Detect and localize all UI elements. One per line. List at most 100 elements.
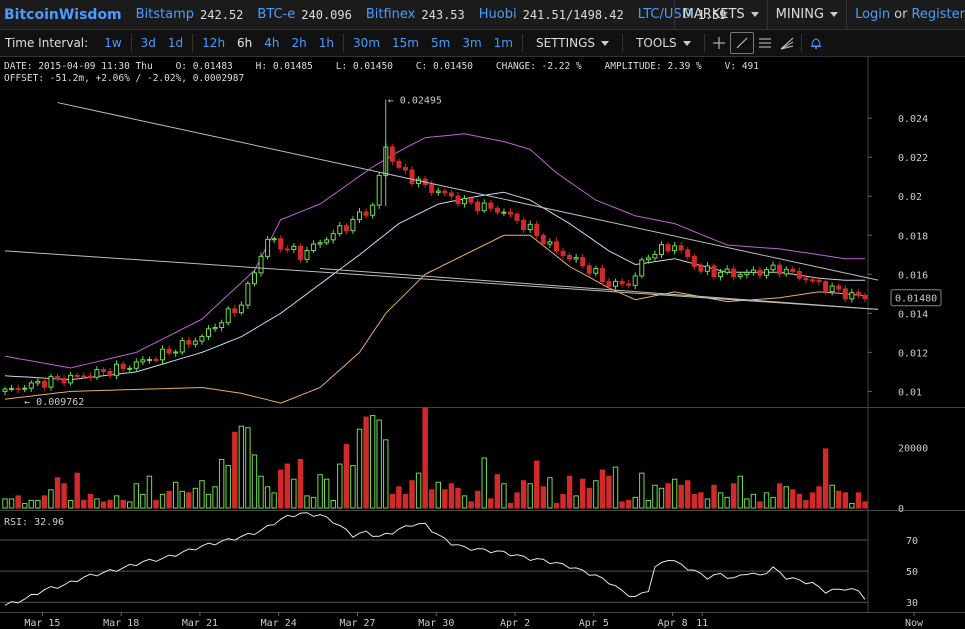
candle-up: [632, 275, 638, 286]
fib-lines-icon[interactable]: [754, 33, 776, 53]
settings-menu[interactable]: SETTINGS: [526, 36, 619, 50]
volume-bar: [218, 459, 225, 509]
interval-12h[interactable]: 12h: [202, 36, 226, 50]
or-text: or: [894, 7, 908, 22]
line-draw-icon[interactable]: [729, 32, 754, 54]
candle-down: [61, 378, 67, 384]
volume-bar: [750, 493, 757, 509]
candle-down: [521, 219, 527, 231]
candle-up: [225, 308, 231, 324]
price-tick-label: 0.012: [898, 348, 928, 359]
interval-15m[interactable]: 15m: [392, 36, 419, 50]
candle-down: [757, 269, 763, 276]
volume-bar: [396, 486, 402, 509]
x-tick-label: Mar 27: [339, 618, 375, 629]
candle-up: [330, 233, 336, 241]
interval-1w[interactable]: 1w: [104, 36, 122, 50]
volume-bar: [429, 489, 435, 509]
mining-menu[interactable]: MINING: [766, 0, 846, 29]
trendline: [57, 102, 879, 281]
candle-down: [402, 166, 408, 171]
volume-bar: [671, 478, 678, 509]
interval-5m[interactable]: 5m: [430, 36, 451, 50]
mining-menu-label: MINING: [775, 7, 825, 22]
interval-30m[interactable]: 30m: [353, 36, 381, 50]
candle-up: [199, 335, 205, 342]
volume-bar: [645, 499, 652, 509]
volume-bar: [855, 492, 862, 509]
interval-2h[interactable]: 2h: [291, 36, 307, 50]
market-name[interactable]: BTC-e: [257, 7, 296, 22]
interval-4h[interactable]: 4h: [264, 36, 280, 50]
candle-up: [68, 374, 74, 384]
volume-bar: [737, 475, 743, 509]
candle-up: [127, 367, 133, 370]
candle-up: [350, 218, 356, 232]
candle-down: [100, 369, 106, 372]
market-bitstamp[interactable]: Bitstamp 242.52: [136, 7, 244, 22]
candle-up: [462, 198, 468, 205]
candle-up: [245, 283, 251, 306]
volume-bar: [251, 454, 258, 509]
volume-bar: [133, 483, 139, 509]
market-name[interactable]: Bitfinex: [365, 7, 416, 22]
market-bitfinex[interactable]: Bitfinex 243.53: [366, 7, 465, 22]
candle-down: [494, 207, 500, 213]
market-price: 242.52: [200, 7, 244, 22]
market-name[interactable]: Huobi: [478, 7, 517, 22]
candle-down: [698, 265, 704, 272]
volume-bar: [343, 443, 350, 509]
volume-bar: [520, 480, 527, 509]
tools-menu[interactable]: TOOLS: [626, 36, 701, 50]
volume-bar: [494, 474, 501, 509]
price-tick-label: 0.024: [898, 114, 928, 125]
volume-bar: [166, 490, 172, 509]
volume-bar: [100, 501, 107, 509]
interval-1d[interactable]: 1d: [167, 36, 184, 50]
candle-up: [645, 257, 651, 261]
volume-bar: [540, 486, 547, 509]
candle-down: [599, 268, 605, 283]
alert-bell-icon[interactable]: [805, 33, 827, 53]
market-name[interactable]: LTC/USD: [637, 7, 692, 22]
candle-down: [816, 279, 822, 283]
volume-tick-label: 20000: [898, 443, 928, 454]
volume-bar: [744, 498, 750, 509]
crosshair-icon[interactable]: [708, 33, 730, 53]
volume-bar: [323, 478, 330, 509]
volume-bar: [172, 481, 179, 509]
volume-bar: [21, 502, 28, 509]
volume-bar: [580, 478, 586, 509]
interval-1h[interactable]: 1h: [318, 36, 335, 50]
volume-bar: [809, 492, 816, 509]
volume-bar: [409, 480, 415, 509]
candle-up: [658, 244, 664, 255]
markets-menu[interactable]: MARKETS: [673, 0, 767, 29]
interval-3m[interactable]: 3m: [462, 36, 482, 50]
login-link[interactable]: Login: [855, 7, 891, 22]
volume-bar: [796, 493, 803, 509]
market-huobi[interactable]: Huobi 241.51/1498.42: [479, 7, 624, 22]
candle-down: [711, 265, 717, 278]
volume-bar: [488, 498, 494, 509]
market-name[interactable]: Bitstamp: [135, 7, 195, 22]
volume-bar: [48, 489, 54, 509]
settings-label: SETTINGS: [535, 36, 596, 50]
interval-3d[interactable]: 3d: [140, 36, 156, 50]
candle-down: [809, 279, 815, 282]
interval-1m[interactable]: 1m: [493, 36, 513, 50]
volume-bar: [264, 486, 271, 509]
candle-down: [580, 257, 586, 267]
candle-down: [540, 234, 546, 245]
fan-icon[interactable]: [776, 33, 798, 53]
candle-down: [606, 281, 612, 287]
candle-down: [514, 213, 520, 221]
market-btce[interactable]: BTC-e 240.096: [257, 7, 351, 22]
candle-down: [475, 201, 481, 212]
candle-down: [553, 241, 559, 252]
interval-6h[interactable]: 6h: [237, 36, 253, 50]
market-ltcusd[interactable]: LTC/USD 1.59: [638, 7, 727, 22]
brand-logo[interactable]: BitcoinWisdom: [4, 6, 122, 23]
register-link[interactable]: Register: [911, 7, 965, 22]
